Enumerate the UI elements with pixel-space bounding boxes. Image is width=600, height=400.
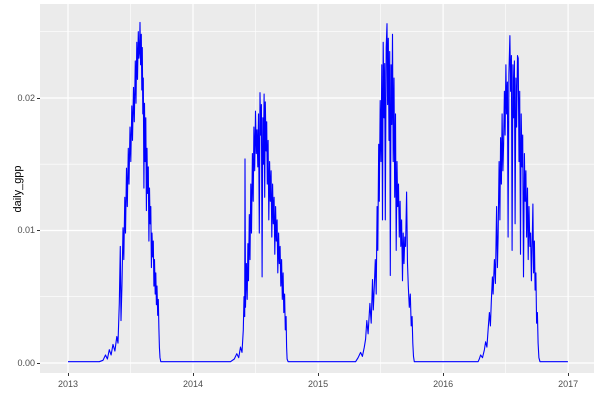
x-tick-label: 2014	[183, 379, 204, 389]
y-tick-mark	[37, 97, 40, 99]
y-tick-label: 0.00	[17, 357, 35, 368]
x-tick-mark	[68, 373, 69, 376]
x-tick-mark	[193, 373, 195, 376]
x-tick-mark	[318, 373, 320, 376]
x-tick-label: 2017	[558, 379, 579, 389]
plot-panel	[40, 4, 594, 373]
x-tick-mark	[568, 373, 570, 376]
y-tick-mark	[37, 362, 40, 364]
series-daily_gpp	[68, 21, 568, 363]
x-tick-label: 2013	[57, 379, 79, 389]
x-tick-mark	[443, 373, 445, 376]
y-tick-mark	[37, 230, 40, 232]
x-tick-label: 2015	[308, 379, 329, 389]
daily-gpp-line-chart	[40, 4, 594, 373]
y-tick-label: 0.01	[17, 225, 35, 236]
y-axis-title: daily_gpp	[12, 165, 24, 213]
x-tick-label: 2016	[433, 379, 454, 389]
y-tick-label: 0.02	[17, 92, 35, 103]
